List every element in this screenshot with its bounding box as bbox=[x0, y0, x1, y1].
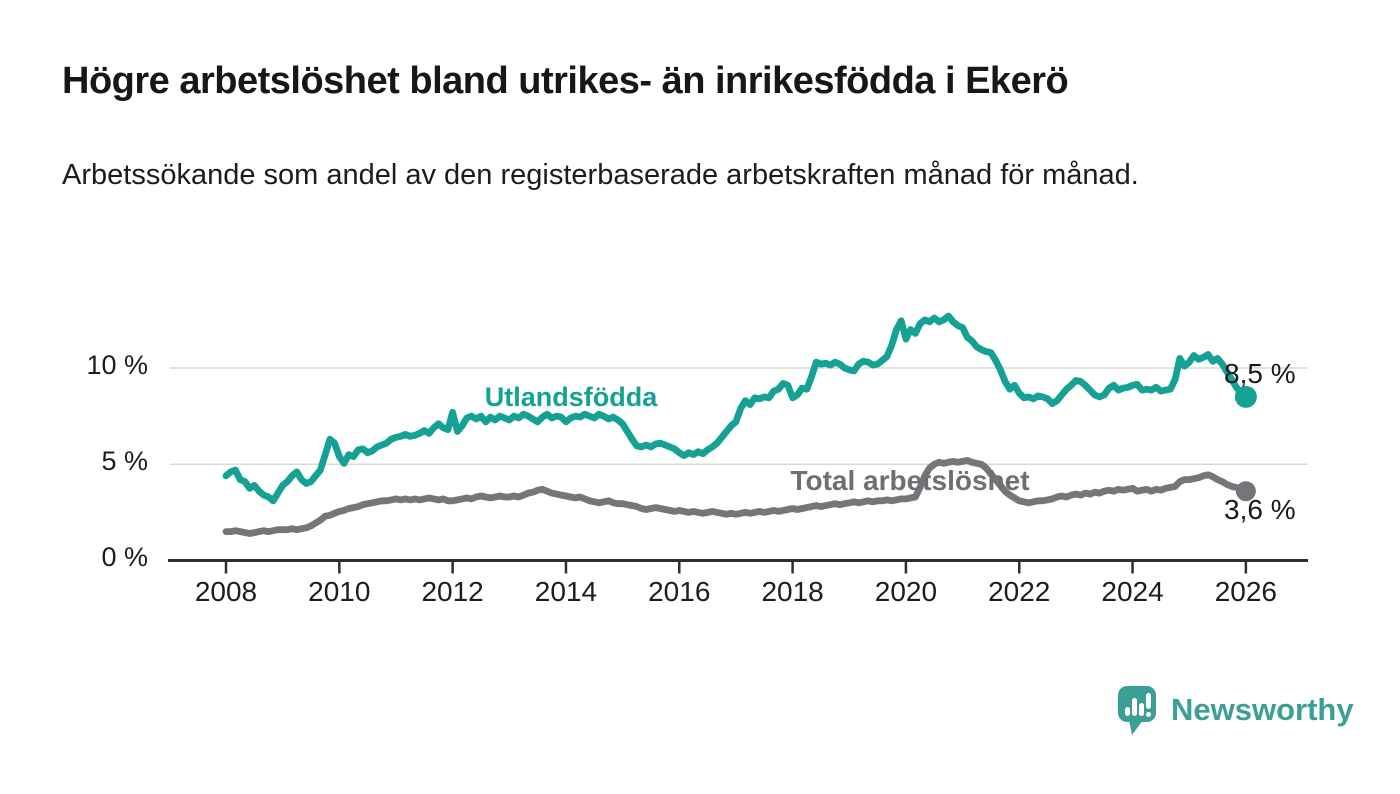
y-axis-tick-label: 5 % bbox=[101, 446, 148, 476]
end-value-label-total: 3,6 % bbox=[1224, 494, 1296, 525]
brand-name: Newsworthy bbox=[1171, 692, 1354, 727]
chart-line-utlandsfodda bbox=[222, 312, 1250, 505]
bar-chart-speech-bubble-icon bbox=[1118, 686, 1156, 735]
end-value-label-utlandsfodda: 8,5 % bbox=[1224, 358, 1296, 389]
series-label-utlandsfodda: Utlandsfödda bbox=[484, 382, 658, 412]
x-tick-label: 2024 bbox=[1101, 576, 1164, 607]
chart-line-total-arbetsloshet bbox=[222, 456, 1250, 537]
x-tick-label: 2014 bbox=[534, 576, 598, 607]
newsworthy-branding: Newsworthy bbox=[1117, 684, 1354, 736]
x-tick-label: 2020 bbox=[874, 576, 938, 607]
end-dot-total-arbetsloshet bbox=[1235, 481, 1256, 502]
x-tick-label: 2026 bbox=[1214, 576, 1278, 607]
x-tick-label: 2022 bbox=[988, 576, 1051, 607]
x-tick-label: 2008 bbox=[194, 576, 258, 607]
y-axis-tick-label: 10 % bbox=[86, 350, 148, 380]
series-label-total-arbetsloshet: Total arbetslöshet bbox=[790, 465, 1030, 496]
x-tick-label: 2012 bbox=[421, 576, 484, 607]
end-dot-utlandsfodda bbox=[1234, 385, 1257, 408]
x-tick-label: 2010 bbox=[308, 576, 371, 607]
x-tick-label: 2016 bbox=[648, 576, 711, 607]
x-tick-label: 2018 bbox=[761, 576, 824, 607]
page-title: Högre arbetslöshet bland utrikes- än inr… bbox=[62, 60, 1069, 102]
chart-subtitle: Arbetssökande som andel av den registerb… bbox=[62, 159, 1139, 191]
y-axis-tick-label: 0 % bbox=[101, 542, 148, 572]
